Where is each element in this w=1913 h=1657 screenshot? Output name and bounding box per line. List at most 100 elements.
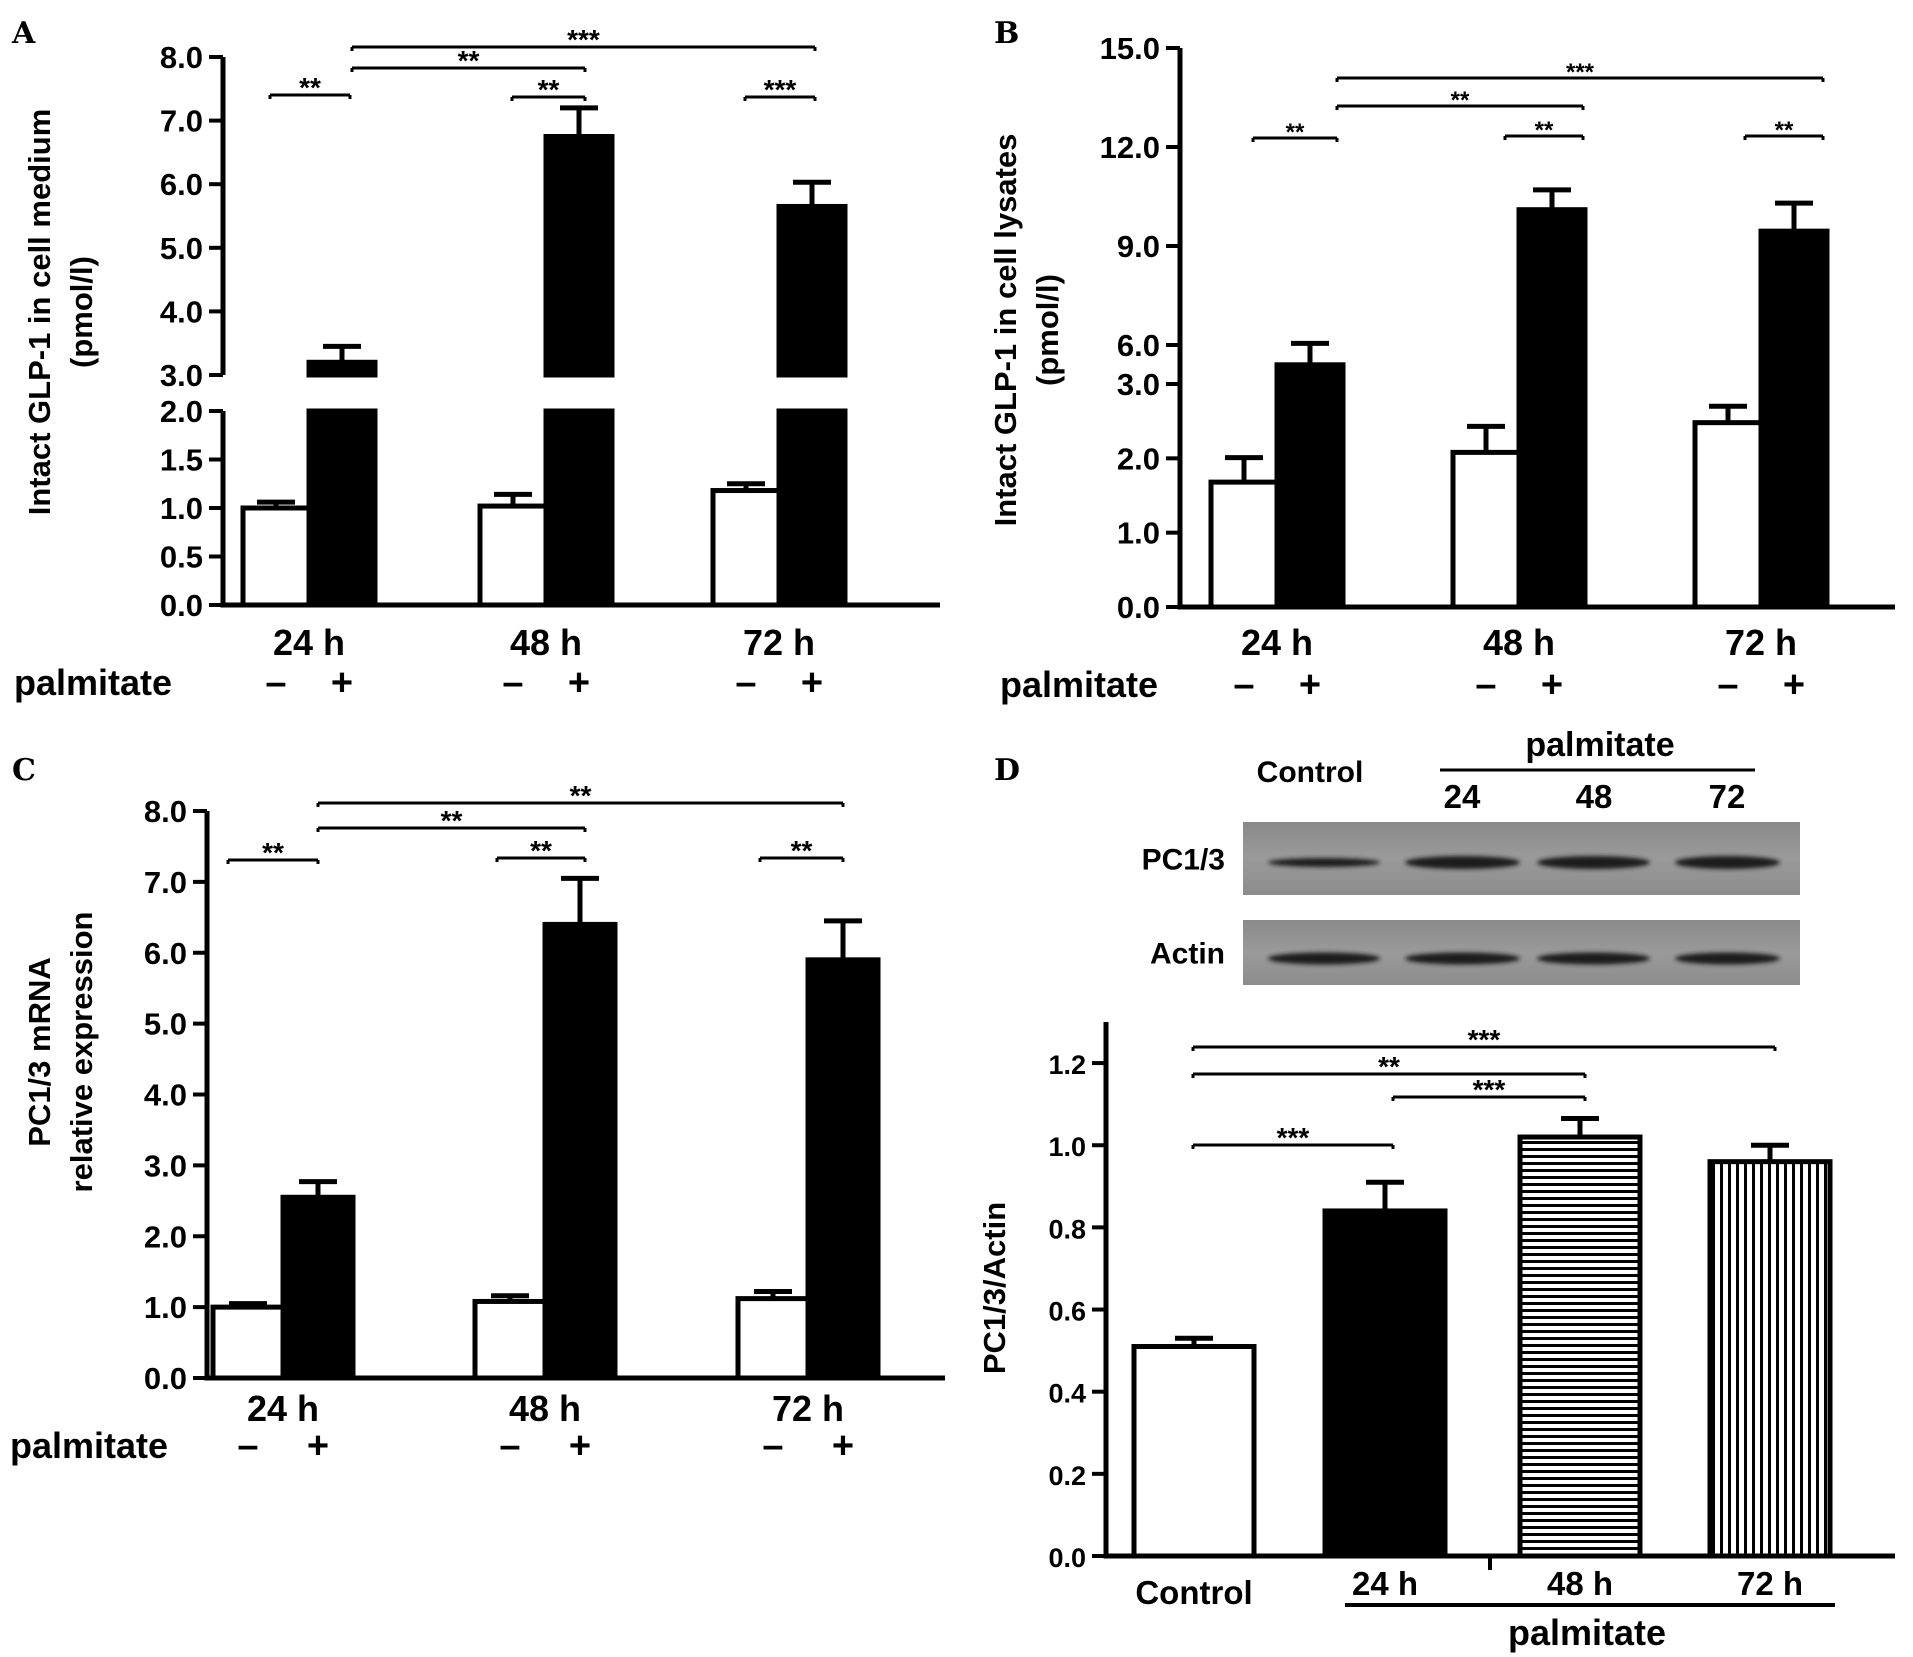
bar-control-1 bbox=[1450, 449, 1522, 610]
panel-letter-d: D bbox=[994, 753, 1020, 788]
bar-palmitate-1-upper bbox=[543, 134, 615, 378]
y-tick-label: 3.0 bbox=[160, 358, 203, 393]
western-blot: Control palmitate 24 48 72 PC1/3 Actin bbox=[1142, 726, 1800, 985]
y-tick-label: 6.0 bbox=[144, 936, 187, 971]
significance-label: ** bbox=[1775, 117, 1794, 144]
bar-palmitate-2-upper bbox=[776, 203, 848, 378]
significance-label: *** bbox=[764, 74, 797, 105]
panel-d-chart: 0.0 0.2 0.4 0.6 0.8 1.0 1.2 Control 24 h 48 h 72 h… bbox=[977, 1022, 1895, 1653]
significance-label: ** bbox=[458, 45, 480, 76]
treatment-sign-minus: – bbox=[499, 1425, 520, 1467]
y-tick-label: 0.8 bbox=[1048, 1214, 1086, 1244]
category-label: 24 h bbox=[1241, 622, 1313, 663]
bar-control-2 bbox=[710, 488, 782, 608]
y-tick-label: 5.0 bbox=[144, 1007, 187, 1042]
treatment-label: palmitate bbox=[1000, 664, 1158, 705]
blot-band bbox=[1405, 952, 1520, 965]
significance-label: *** bbox=[1566, 59, 1595, 86]
y-tick-label: 1.0 bbox=[144, 1290, 187, 1325]
y-axis-label-line1: PC1/3 mRNA bbox=[22, 957, 57, 1147]
significance-label: ** bbox=[1286, 119, 1305, 146]
blot-band bbox=[1537, 856, 1650, 869]
treatment-sign-plus: + bbox=[568, 662, 590, 704]
y-tick-label: 2.0 bbox=[144, 1219, 187, 1254]
y-tick-label: 0.0 bbox=[160, 588, 203, 623]
category-label: 24 h bbox=[247, 1388, 319, 1429]
y-tick-label: 8.0 bbox=[160, 40, 203, 75]
y-tick-label: 0.5 bbox=[160, 540, 203, 575]
blot-lane-label: 24 bbox=[1444, 778, 1481, 815]
category-label: 24 h bbox=[273, 622, 345, 663]
blot-lane-label: 48 bbox=[1576, 778, 1613, 815]
y-tick-label: 8.0 bbox=[144, 794, 187, 829]
category-label: 72 h bbox=[743, 622, 815, 663]
treatment-sign-minus: – bbox=[502, 662, 523, 704]
bar-control-2 bbox=[735, 1296, 811, 1381]
y-tick-label: 5.0 bbox=[160, 231, 203, 266]
y-tick-label: 12.0 bbox=[1100, 130, 1160, 165]
y-tick-label: 0.4 bbox=[1048, 1379, 1086, 1409]
y-tick-label: 2.0 bbox=[1117, 441, 1160, 476]
panel-letter-a: A bbox=[11, 16, 36, 51]
treatment-sign-minus: – bbox=[1233, 664, 1254, 706]
y-tick-label: 4.0 bbox=[144, 1078, 187, 1113]
blot-lane-label: 72 bbox=[1709, 778, 1746, 815]
bar-control-1 bbox=[477, 503, 549, 608]
y-tick-label: 1.2 bbox=[1048, 1050, 1086, 1080]
bar-palmitate-1 bbox=[543, 408, 615, 608]
treatment-sign-plus: + bbox=[569, 1425, 591, 1467]
significance-label: *** bbox=[1473, 1074, 1506, 1105]
y-tick-label: 2.0 bbox=[160, 394, 203, 429]
significance-label: ** bbox=[570, 780, 592, 811]
treatment-sign-minus: – bbox=[265, 662, 286, 704]
significance-label: ** bbox=[791, 835, 813, 866]
significance-label: ** bbox=[1535, 117, 1554, 144]
y-tick-label: 3.0 bbox=[144, 1148, 187, 1183]
blot-palmitate-header: palmitate bbox=[1525, 726, 1674, 764]
y-tick-label: 4.0 bbox=[160, 294, 203, 329]
treatment-label: palmitate bbox=[10, 1425, 168, 1466]
treatment-sign-plus: + bbox=[1541, 664, 1563, 706]
blot-band bbox=[1675, 856, 1780, 869]
treatment-sign-plus: + bbox=[307, 1425, 329, 1467]
y-tick-label: 0.0 bbox=[144, 1361, 187, 1396]
bar-control-0 bbox=[1208, 479, 1280, 610]
blot-band bbox=[1405, 856, 1520, 869]
bar-1 bbox=[1322, 1208, 1448, 1559]
significance-label: *** bbox=[1277, 1122, 1310, 1153]
category-label: 48 h bbox=[510, 622, 582, 663]
blot-band bbox=[1268, 952, 1380, 965]
panel-a-chart: 0.00.51.01.52.03.04.05.06.07.08.024 h– +4… bbox=[14, 24, 940, 704]
blot-band bbox=[1675, 952, 1780, 965]
bar-palmitate-0-upper bbox=[306, 359, 378, 378]
panel-letter-c: C bbox=[12, 753, 36, 788]
y-axis-label-line2: (pmol/l) bbox=[1030, 274, 1065, 386]
blot-row-label: Actin bbox=[1150, 938, 1225, 971]
y-axis-label-line1: Intact GLP-1 in cell medium bbox=[22, 109, 57, 516]
treatment-sign-plus: + bbox=[331, 662, 353, 704]
significance-label: *** bbox=[1468, 1024, 1501, 1055]
category-label: 48 h bbox=[509, 1388, 581, 1429]
treatment-sign-plus: + bbox=[1783, 664, 1805, 706]
bar-palmitate-2 bbox=[805, 957, 881, 1381]
bar-control-1 bbox=[472, 1298, 548, 1381]
y-tick-label: 1.0 bbox=[160, 491, 203, 526]
category-label: 72 h bbox=[772, 1388, 844, 1429]
y-tick-label: 3.0 bbox=[1117, 367, 1160, 402]
bar-2 bbox=[1517, 1134, 1643, 1559]
bar-0 bbox=[1131, 1344, 1257, 1559]
category-label: 72 h bbox=[1725, 622, 1797, 663]
treatment-sign-minus: – bbox=[762, 1425, 783, 1467]
treatment-sign-minus: – bbox=[1475, 664, 1496, 706]
significance-label: ** bbox=[530, 835, 552, 866]
y-tick-label: 0.2 bbox=[1048, 1461, 1086, 1491]
significance-label: ** bbox=[441, 805, 463, 836]
category-label: 72 h bbox=[1737, 1565, 1803, 1602]
treatment-sign-plus: + bbox=[1299, 664, 1321, 706]
treatment-sign-plus: + bbox=[801, 662, 823, 704]
y-tick-label: 6.0 bbox=[1117, 328, 1160, 363]
treatment-sign-minus: – bbox=[735, 662, 756, 704]
y-tick-label: 0.0 bbox=[1117, 590, 1160, 625]
significance-label: ** bbox=[538, 74, 560, 105]
